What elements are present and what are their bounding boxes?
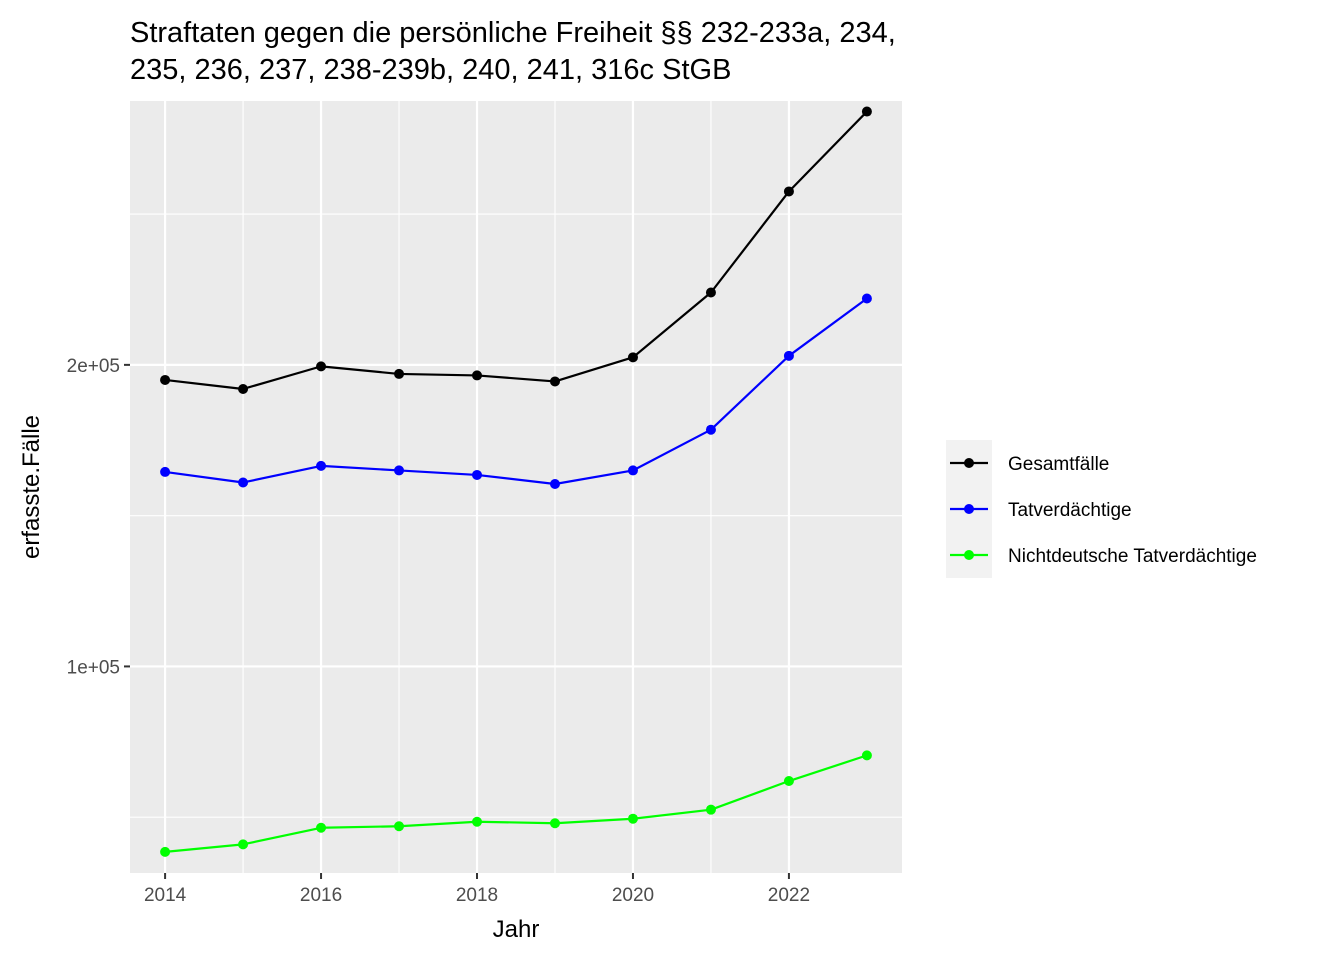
- data-point: [783, 776, 794, 787]
- data-point: [394, 368, 405, 379]
- data-point: [783, 350, 794, 361]
- data-point: [316, 822, 327, 833]
- data-point: [472, 816, 483, 827]
- data-point: [549, 818, 560, 829]
- data-point: [861, 106, 872, 117]
- legend-item-0: Gesamtfälle: [950, 454, 1109, 475]
- y-axis-title: erfasste.Fälle: [18, 415, 45, 559]
- data-point: [705, 424, 716, 435]
- series-line: [164, 110, 868, 391]
- gridlines: [130, 101, 902, 873]
- data-point: [705, 287, 716, 298]
- data-point: [861, 293, 872, 304]
- series-0: [160, 106, 872, 394]
- data-point: [316, 361, 327, 372]
- data-point: [160, 846, 171, 857]
- series-line: [164, 297, 868, 486]
- legend-item-1: Tatverdächtige: [950, 500, 1132, 521]
- chart-title: Straftaten gegen die persönliche Freihei…: [130, 17, 896, 86]
- data-point: [472, 370, 483, 381]
- series-1: [160, 293, 872, 489]
- data-point: [705, 804, 716, 815]
- data-point: [549, 478, 560, 489]
- data-point: [316, 460, 327, 471]
- data-point: [627, 352, 638, 363]
- x-tick-label: 2016: [300, 885, 342, 906]
- x-tick-label: 2018: [456, 885, 498, 906]
- chart-title-line-1: Straftaten gegen die persönliche Freihei…: [130, 17, 896, 49]
- x-tick-label: 2022: [768, 885, 810, 906]
- axes: 2014 2016 2018 2020 2022 1e+05 2e+05: [67, 356, 810, 906]
- data-point: [394, 465, 405, 476]
- x-tick-label: 2014: [144, 885, 187, 906]
- y-tick-label: 1e+05: [67, 657, 120, 678]
- data-point: [238, 839, 249, 850]
- data-point: [783, 186, 794, 197]
- legend-label: Nichtdeutsche Tatverdächtige: [1008, 546, 1257, 567]
- data-point: [549, 376, 560, 387]
- legend-label: Gesamtfälle: [1008, 454, 1109, 475]
- plot-panel: [130, 101, 902, 873]
- legend-key-point: [964, 550, 974, 560]
- legend: Gesamtfälle Tatverdächtige Nichtdeutsche T…: [946, 440, 1257, 578]
- data-point: [160, 374, 171, 385]
- data-point: [238, 383, 249, 394]
- data-point: [160, 466, 171, 477]
- data-point: [472, 469, 483, 480]
- y-tick-label: 2e+05: [67, 356, 120, 377]
- data-point: [238, 477, 249, 488]
- series-2: [160, 750, 872, 857]
- legend-key-point: [964, 504, 974, 514]
- x-tick-label: 2020: [612, 885, 654, 906]
- legend-label: Tatverdächtige: [1008, 500, 1132, 521]
- legend-item-2: Nichtdeutsche Tatverdächtige: [950, 546, 1257, 567]
- series-layer: [160, 106, 872, 857]
- data-point: [627, 465, 638, 476]
- chart-title-line-2: 235, 236, 237, 238-239b, 240, 241, 316c …: [130, 54, 731, 86]
- data-point: [861, 750, 872, 761]
- data-point: [394, 821, 405, 832]
- series-line: [164, 754, 868, 853]
- x-axis-title: Jahr: [493, 916, 540, 943]
- data-point: [627, 813, 638, 824]
- legend-key-point: [964, 458, 974, 468]
